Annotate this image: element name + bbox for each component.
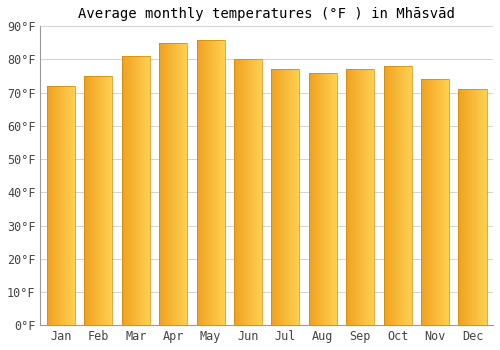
Bar — [421, 79, 449, 325]
Bar — [384, 66, 411, 325]
Title: Average monthly temperatures (°F ) in Mhāsvād: Average monthly temperatures (°F ) in Mh… — [78, 7, 455, 21]
Bar — [47, 86, 75, 325]
Bar — [159, 43, 187, 325]
Bar — [122, 56, 150, 325]
Bar — [458, 89, 486, 325]
Bar — [309, 73, 337, 325]
Bar — [346, 69, 374, 325]
Bar — [234, 60, 262, 325]
Bar — [272, 69, 299, 325]
Bar — [84, 76, 112, 325]
Bar — [196, 40, 224, 325]
